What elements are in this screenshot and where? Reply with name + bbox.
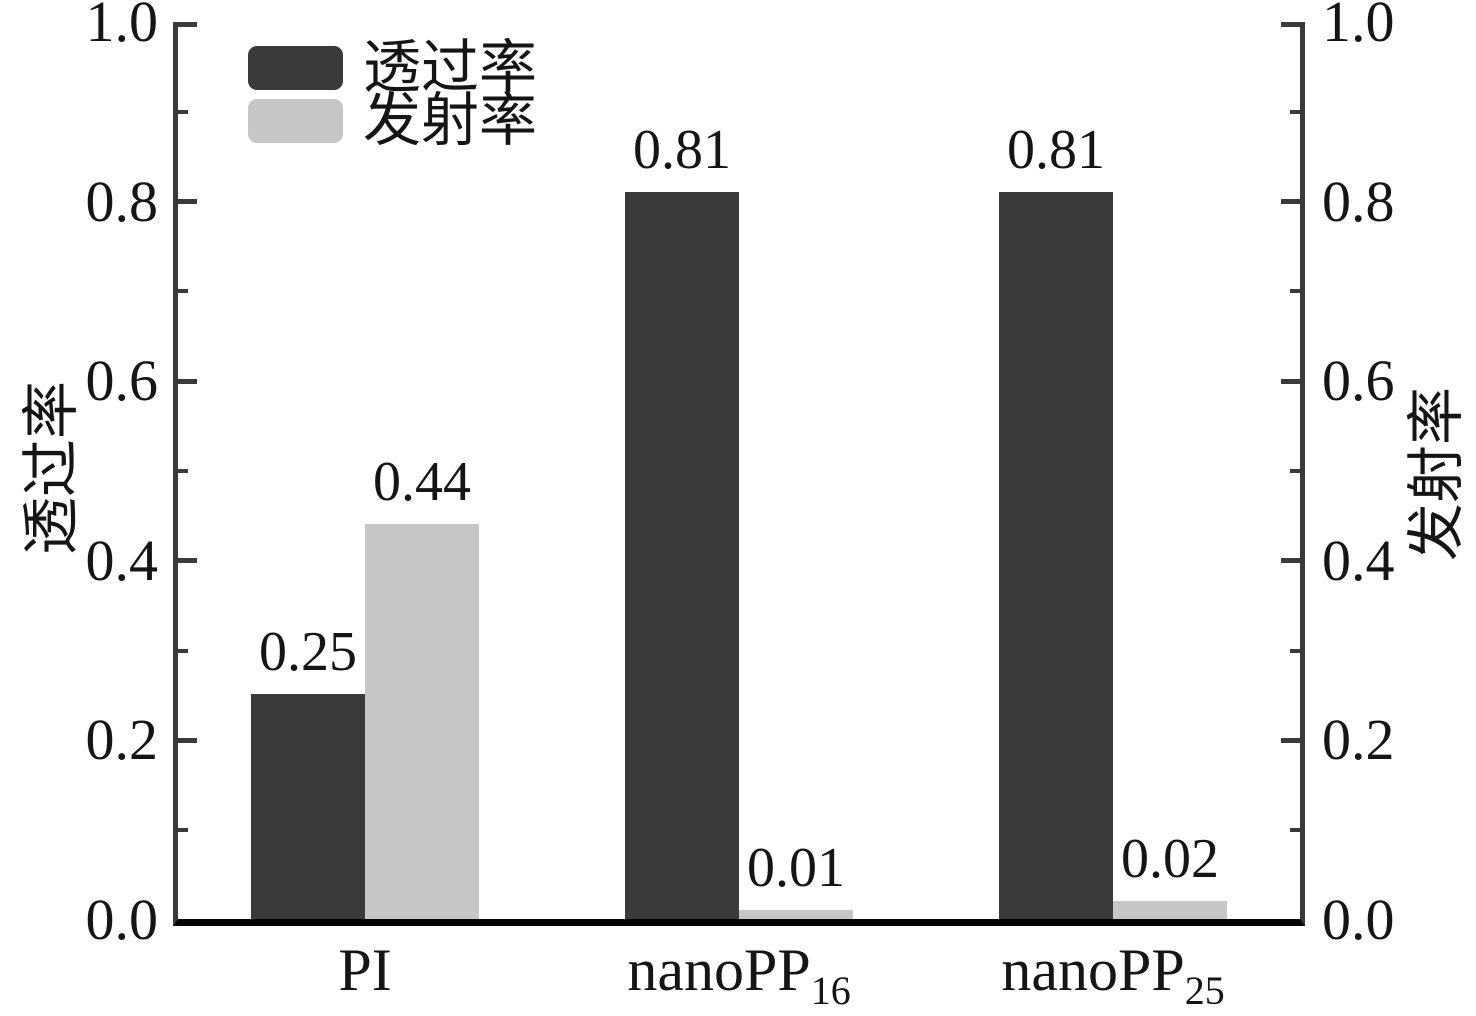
x-axis-label-text: nanoPP: [1001, 937, 1185, 1003]
x-axis-label-text: PI: [338, 937, 392, 1003]
right-tick-label-0.4: 0.4: [1322, 528, 1395, 593]
major-tick-right: [1281, 379, 1300, 384]
x-axis-label-subscript: 25: [1184, 968, 1225, 1013]
left-tick-label-0.8: 0.8: [85, 169, 159, 234]
major-tick-right: [1281, 738, 1300, 743]
x-axis-label-subscript: 16: [810, 968, 851, 1013]
major-tick-left: [178, 558, 197, 563]
legend-item-transmittance: 透过率: [248, 38, 537, 96]
legend-label-emissivity: 发射率: [363, 87, 538, 153]
legend-swatch-transmittance: [248, 45, 343, 90]
minor-tick-right: [1290, 289, 1300, 293]
minor-tick-right: [1290, 469, 1300, 473]
left-tick-label-0.0: 0.0: [85, 887, 159, 952]
minor-tick-left: [178, 289, 188, 293]
bar-value-label: 0.01: [747, 837, 845, 899]
x-axis-label-text: nanoPP: [627, 937, 811, 1003]
left-tick-label-0.2: 0.2: [85, 707, 159, 772]
bar-value-label: 0.81: [633, 119, 731, 181]
minor-tick-left: [178, 469, 188, 473]
minor-tick-left: [178, 649, 188, 653]
major-tick-left: [178, 22, 197, 27]
right-tick-label-1.0: 1.0: [1322, 0, 1395, 54]
minor-tick-right: [1290, 649, 1300, 653]
plot-inner: 0.25 0.44 0.81 0.01 0.81 0.02: [178, 22, 1300, 919]
bar-value-label: 0.44: [373, 451, 471, 513]
x-axis-label-nanoPP16: nanoPP16: [627, 938, 850, 1016]
left-tick-label-0.4: 0.4: [85, 528, 159, 593]
left-tick-label-1.0: 1.0: [85, 0, 159, 54]
bar-发射率-PI: [365, 524, 479, 919]
minor-tick-left: [178, 110, 188, 114]
bar-透过率-PI: [251, 694, 365, 919]
bar-透过率-nanoPP16: [625, 192, 739, 919]
bar-value-label: 0.81: [1007, 119, 1105, 181]
minor-tick-right: [1290, 828, 1300, 832]
major-tick-left: [178, 379, 197, 384]
right-tick-label-0.0: 0.0: [1322, 887, 1395, 952]
bar-value-label: 0.25: [259, 621, 357, 683]
right-tick-label-0.6: 0.6: [1322, 348, 1395, 413]
legend-item-emissivity: 发射率: [248, 91, 537, 149]
legend-swatch-emissivity: [248, 98, 343, 143]
right-tick-label-0.2: 0.2: [1322, 707, 1395, 772]
major-tick-left: [178, 738, 197, 743]
right-axis-title: 发射率: [1404, 386, 1469, 562]
bar-透过率-nanoPP25: [999, 192, 1113, 919]
legend: 透过率 发射率: [248, 38, 537, 149]
bar-发射率-nanoPP16: [739, 910, 853, 919]
x-axis-label-PI: PI: [338, 938, 391, 1002]
plot-area: 0.25 0.44 0.81 0.01 0.81 0.02: [173, 22, 1305, 926]
major-tick-right: [1281, 199, 1300, 204]
x-axis-label-nanoPP25: nanoPP25: [1001, 938, 1224, 1016]
bar-value-label: 0.02: [1121, 828, 1219, 890]
major-tick-left: [178, 199, 197, 204]
minor-tick-left: [178, 828, 188, 832]
legend-label-transmittance: 透过率: [363, 34, 538, 100]
major-tick-right: [1281, 558, 1300, 563]
major-tick-right: [1281, 22, 1300, 27]
minor-tick-right: [1290, 110, 1300, 114]
right-tick-label-0.8: 0.8: [1322, 169, 1395, 234]
bar-发射率-nanoPP25: [1113, 901, 1227, 919]
left-tick-label-0.6: 0.6: [85, 348, 159, 413]
